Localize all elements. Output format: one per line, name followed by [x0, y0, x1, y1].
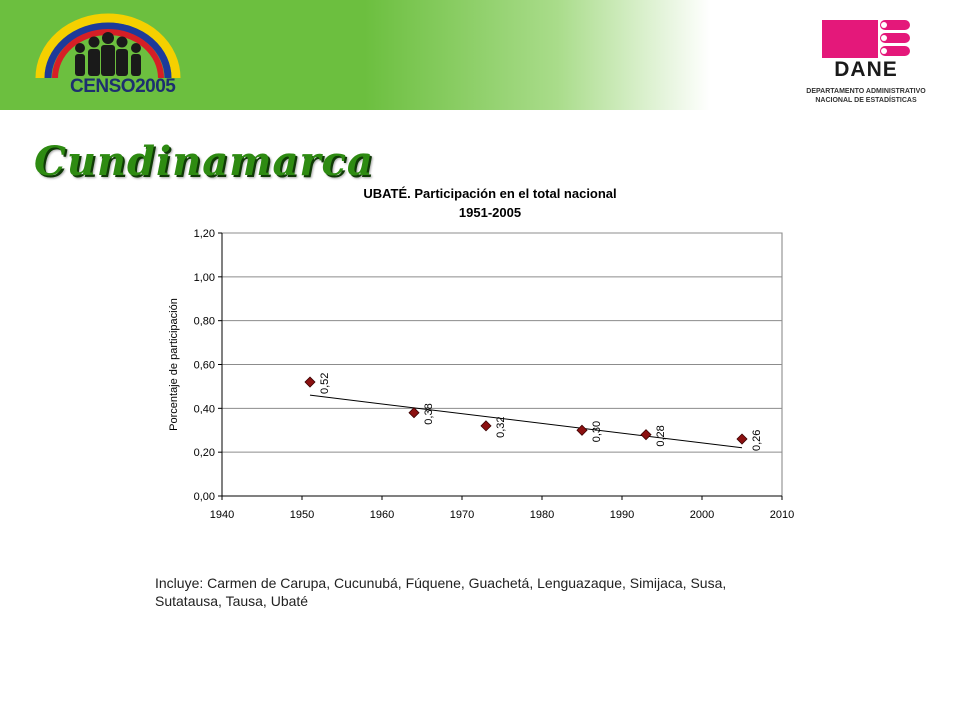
- data-label: 0,52: [319, 373, 331, 394]
- data-label: 0,38: [423, 403, 435, 424]
- dane-subtitle-line2: NACIONAL DE ESTADÍSTICAS: [815, 97, 917, 104]
- x-tick-label: 2010: [770, 509, 794, 521]
- data-point: [480, 420, 492, 432]
- data-point: [304, 376, 316, 388]
- data-point: [576, 424, 588, 436]
- data-label: 0,28: [655, 425, 667, 446]
- x-tick-label: 1950: [290, 509, 314, 521]
- y-tick-label: 1,00: [194, 272, 215, 284]
- y-tick-label: 0,00: [194, 491, 215, 503]
- data-point: [408, 407, 420, 419]
- trendline: [309, 394, 743, 449]
- data-label: 0,26: [751, 430, 763, 451]
- x-tick-label: 1940: [210, 509, 234, 521]
- dane-logo-text: DANE: [834, 58, 898, 81]
- data-label: 0,32: [495, 416, 507, 437]
- page-title: Cundinamarca: [34, 138, 374, 185]
- y-tick-label: 0,40: [194, 403, 215, 415]
- x-tick-label: 1980: [530, 509, 554, 521]
- x-tick-label: 1960: [370, 509, 394, 521]
- dane-subtitle-line1: DEPARTAMENTO ADMINISTRATIVO: [806, 88, 926, 95]
- dane-subtitle: DEPARTAMENTO ADMINISTRATIVO NACIONAL DE …: [780, 87, 952, 105]
- scatter-chart: 0,00 0,20 0,40 0,60 0,80 1,00 1,20 1940 1950 1960…: [168, 228, 794, 521]
- y-tick-label: 0,80: [194, 316, 215, 328]
- censo-logo: [35, 13, 181, 79]
- x-tick-label: 1990: [610, 509, 634, 521]
- x-tick-label: 2000: [690, 509, 714, 521]
- dane-logo: [822, 20, 910, 58]
- data-label: 0,30: [591, 421, 603, 442]
- chart-subtitle: 1951-2005: [458, 205, 522, 220]
- x-tick-label: 1970: [450, 509, 474, 521]
- y-tick-label: 0,60: [194, 360, 215, 372]
- y-tick-label: 0,20: [194, 447, 215, 459]
- data-point: [736, 433, 748, 445]
- y-tick-label: 1,20: [194, 228, 215, 240]
- data-point: [640, 429, 652, 441]
- censo-logo-text: CENSO2005: [70, 76, 176, 97]
- chart-title: UBATÉ. Participación en el total naciona…: [363, 186, 617, 201]
- y-axis-label: Porcentaje de participación: [168, 298, 180, 431]
- footnote: Incluye: Carmen de Carupa, Cucunubá, Fúq…: [155, 575, 727, 609]
